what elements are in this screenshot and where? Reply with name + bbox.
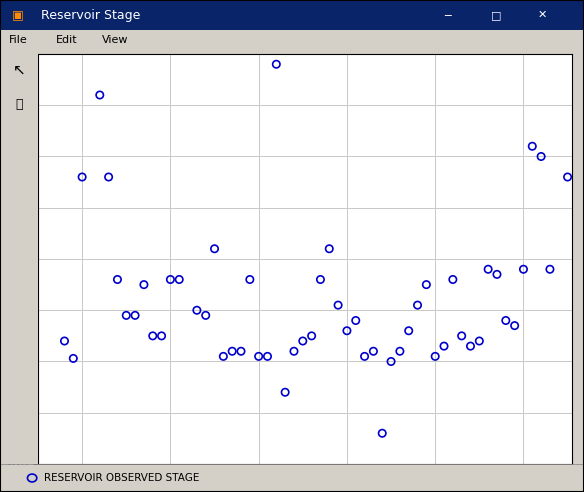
Point xyxy=(537,153,546,160)
Y-axis label: Stage (ft): Stage (ft) xyxy=(0,231,2,287)
Point xyxy=(369,347,378,355)
Text: ✕: ✕ xyxy=(537,10,547,20)
Point xyxy=(245,276,255,283)
Point xyxy=(157,332,166,340)
Point xyxy=(78,173,87,181)
Text: View: View xyxy=(102,35,128,45)
Text: ─: ─ xyxy=(444,10,451,20)
Point xyxy=(69,355,78,363)
Point xyxy=(280,388,290,396)
Point xyxy=(218,352,228,360)
Text: □: □ xyxy=(491,10,501,20)
Point xyxy=(404,327,413,335)
Point xyxy=(272,61,281,68)
Point xyxy=(175,276,184,283)
Point xyxy=(210,245,219,253)
Point xyxy=(333,301,343,309)
Text: File: File xyxy=(9,35,27,45)
Point xyxy=(475,337,484,345)
Point xyxy=(466,342,475,350)
Text: Reservoir Stage: Reservoir Stage xyxy=(41,8,140,22)
Point xyxy=(307,332,317,340)
Point xyxy=(519,265,528,273)
Point xyxy=(545,265,555,273)
Point xyxy=(492,271,502,278)
Point xyxy=(298,337,307,345)
Point xyxy=(263,352,272,360)
Point xyxy=(113,276,122,283)
Text: Edit: Edit xyxy=(55,35,77,45)
Point xyxy=(95,91,105,99)
Point xyxy=(395,347,405,355)
Point xyxy=(254,352,263,360)
Point xyxy=(60,337,69,345)
Point xyxy=(342,327,352,335)
Point xyxy=(422,281,431,289)
Point xyxy=(351,316,360,324)
Point xyxy=(316,276,325,283)
Text: RESERVOIR OBSERVED STAGE: RESERVOIR OBSERVED STAGE xyxy=(44,473,199,483)
Point xyxy=(457,332,467,340)
Point xyxy=(201,311,210,319)
Point xyxy=(130,311,140,319)
Point xyxy=(228,347,237,355)
Point xyxy=(325,245,334,253)
Point xyxy=(237,347,246,355)
Text: ▣: ▣ xyxy=(12,8,23,22)
Point xyxy=(378,430,387,437)
Point xyxy=(360,352,369,360)
Point xyxy=(448,276,457,283)
Point xyxy=(104,173,113,181)
Text: 🔍: 🔍 xyxy=(15,97,23,111)
Point xyxy=(139,281,148,289)
Point xyxy=(166,276,175,283)
Point xyxy=(148,332,158,340)
Point xyxy=(439,342,449,350)
Point xyxy=(430,352,440,360)
Point xyxy=(387,358,396,366)
Point xyxy=(510,322,519,330)
Point xyxy=(413,301,422,309)
Point xyxy=(563,173,572,181)
Point xyxy=(192,307,201,314)
Point xyxy=(501,316,510,324)
Point xyxy=(484,265,493,273)
Text: ↖: ↖ xyxy=(13,62,25,77)
Point xyxy=(527,142,537,150)
Point xyxy=(289,347,298,355)
Point xyxy=(121,311,131,319)
